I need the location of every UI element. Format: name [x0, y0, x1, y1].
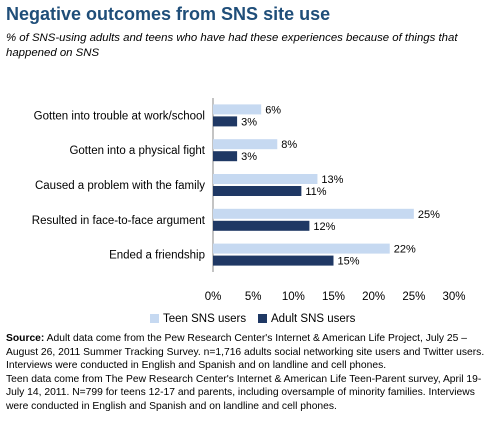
category-label: Caused a problem with the family: [35, 180, 205, 192]
data-label-adult: 11%: [305, 186, 326, 198]
category-label: Gotten into a physical fight: [69, 145, 205, 157]
category-label: Ended a friendship: [109, 250, 205, 262]
legend-label-teen: Teen SNS users: [163, 313, 246, 325]
legend-swatch-teen: [150, 314, 159, 323]
x-tick-label: 20%: [362, 291, 385, 303]
chart-title: Negative outcomes from SNS site use: [6, 4, 331, 24]
x-tick-label: 15%: [322, 291, 345, 303]
source-text: Adult data come from the Pew Research Ce…: [6, 333, 485, 371]
data-label-teen: 22%: [394, 244, 416, 256]
bar-teen: [213, 243, 390, 254]
source-label: Source:: [6, 333, 45, 344]
x-tick-label: 30%: [442, 291, 465, 303]
bar-adult: [213, 116, 238, 127]
x-tick-label: 0%: [205, 291, 222, 303]
data-label-teen: 8%: [281, 139, 297, 151]
x-tick-label: 25%: [402, 291, 425, 303]
bar-teen: [213, 174, 318, 184]
data-label-teen: 13%: [321, 174, 343, 186]
bar-adult: [213, 151, 238, 162]
data-label-teen: 6%: [265, 104, 281, 116]
chart-subtitle: % of SNS-using adults and teens who have…: [6, 32, 458, 59]
bar-adult: [213, 220, 310, 231]
bar-teen: [213, 104, 262, 115]
bar-teen: [213, 208, 414, 219]
category-label: Resulted in face-to-face argument: [32, 215, 206, 227]
source-notes: Source: Adult data come from the Pew Res…: [6, 332, 486, 413]
data-label-teen: 25%: [418, 209, 440, 221]
legend-swatch-adult: [258, 314, 267, 323]
category-label: Gotten into trouble at work/school: [34, 110, 205, 122]
data-label-adult: 12%: [313, 221, 335, 233]
source-note-adult: Source: Adult data come from the Pew Res…: [6, 332, 486, 373]
legend-label-adult: Adult SNS users: [271, 313, 356, 325]
data-label-adult: 3%: [241, 116, 257, 128]
bar-adult: [213, 255, 334, 266]
x-tick-label: 5%: [245, 291, 262, 303]
source-note-teen: Teen data come from The Pew Research Cen…: [6, 373, 482, 412]
data-label-adult: 3%: [241, 151, 257, 163]
data-label-adult: 15%: [338, 256, 360, 268]
bar-teen: [213, 139, 278, 150]
bar-adult: [213, 186, 302, 196]
x-tick-label: 10%: [282, 291, 305, 303]
